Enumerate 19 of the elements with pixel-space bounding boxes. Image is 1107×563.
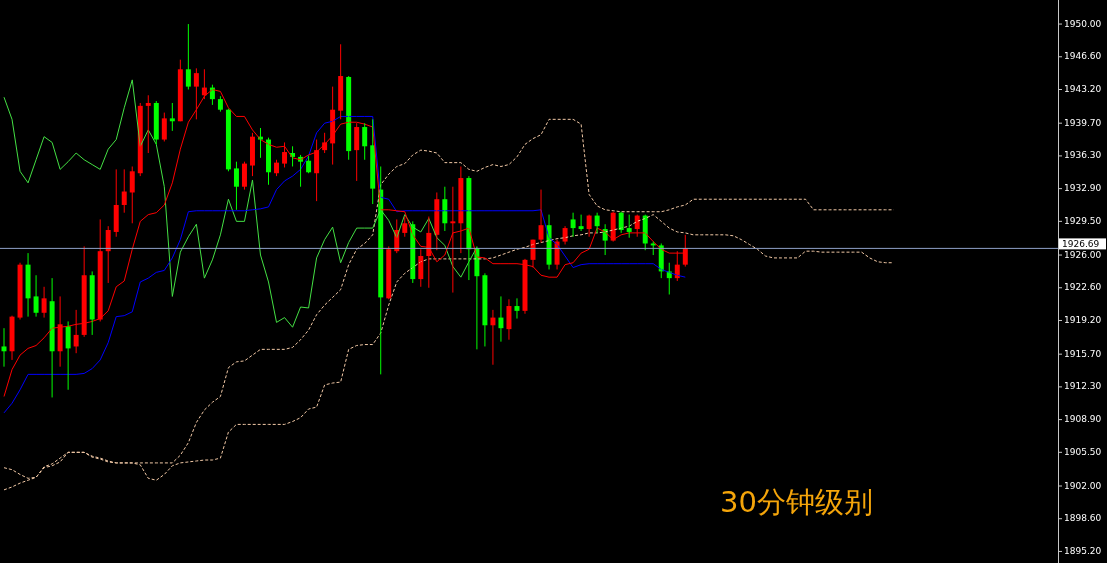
y-tick-label: 1895.20 [1064,545,1102,556]
y-tick-label: 1932.90 [1064,183,1102,194]
y-tick-label: 1902.00 [1064,480,1102,491]
y-tick-label: 1950.00 [1064,18,1102,29]
y-tick-label: 1926.00 [1064,249,1102,260]
y-tick-label: 1915.70 [1064,348,1102,359]
y-tick-label: 1898.60 [1064,513,1102,524]
y-tick-label: 1905.50 [1064,446,1102,457]
ref-line-label: 1926.69 [1062,238,1100,249]
y-tick-label: 1912.30 [1064,381,1102,392]
y-tick-label: 1936.30 [1064,150,1102,161]
y-tick-label: 1922.60 [1064,282,1102,293]
y-tick-label: 1919.20 [1064,314,1102,325]
y-tick-label: 1908.90 [1064,414,1102,425]
annotation: 30分钟级别 [720,485,873,519]
y-tick-label: 1929.50 [1064,215,1102,226]
y-tick-label: 1946.60 [1064,51,1102,62]
y-tick-label: 1943.20 [1064,84,1102,94]
y-tick-label: 1939.70 [1064,117,1102,128]
